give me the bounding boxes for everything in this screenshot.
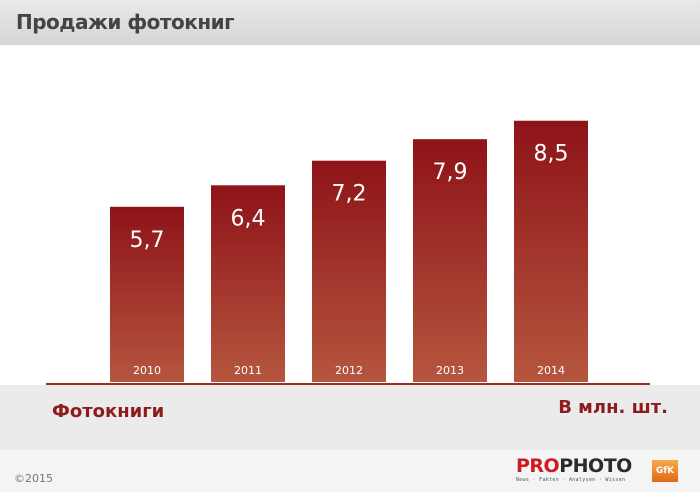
bars-group: 5,7 2010 6,4 2011 7,2 2012 7,9 2013 8,5 2014 — [110, 120, 588, 382]
logo-pro: PRO — [516, 455, 560, 477]
unit-label: В млн. шт. — [558, 397, 668, 418]
bar-value-label: 8,5 — [534, 142, 569, 167]
category-label: 2012 — [335, 364, 363, 377]
bar-value-label: 5,7 — [130, 228, 165, 253]
chart-area: 5,7 2010 6,4 2011 7,2 2012 7,9 2013 8,5 2014 — [0, 45, 700, 385]
bar-value-label: 7,9 — [433, 160, 468, 185]
category-label: 2014 — [537, 364, 565, 377]
footer: ©2015 PROPHOTO News · Fakten · Analysen … — [0, 450, 700, 492]
logo-photo: PHOTO — [559, 455, 632, 477]
prophoto-logo: PROPHOTO News · Fakten · Analysen · Wiss… — [516, 456, 632, 483]
category-label: 2011 — [234, 364, 262, 377]
bar-2010 — [110, 206, 184, 382]
bar-value-label: 7,2 — [332, 182, 367, 207]
bar-2011 — [211, 185, 285, 382]
category-label: 2013 — [436, 364, 464, 377]
legend-band: Фотокниги В млн. шт. — [0, 385, 700, 450]
logo-tagline: News · Fakten · Analysen · Wissen — [516, 477, 626, 483]
logo-wordmark: PROPHOTO — [516, 456, 632, 476]
series-label: Фотокниги — [52, 401, 165, 422]
page-title: Продажи фотокниг — [16, 10, 235, 34]
bar-chart: 5,7 2010 6,4 2011 7,2 2012 7,9 2013 8,5 2014 — [46, 120, 650, 385]
category-label: 2010 — [133, 364, 161, 377]
bar-2013 — [413, 139, 487, 382]
bar-value-label: 6,4 — [231, 206, 266, 231]
copyright-text: ©2015 — [14, 472, 53, 485]
gfk-logo: GfK — [652, 460, 678, 482]
bar-2014 — [514, 120, 588, 382]
bar-2012 — [312, 160, 386, 382]
title-bar: Продажи фотокниг — [0, 0, 700, 45]
